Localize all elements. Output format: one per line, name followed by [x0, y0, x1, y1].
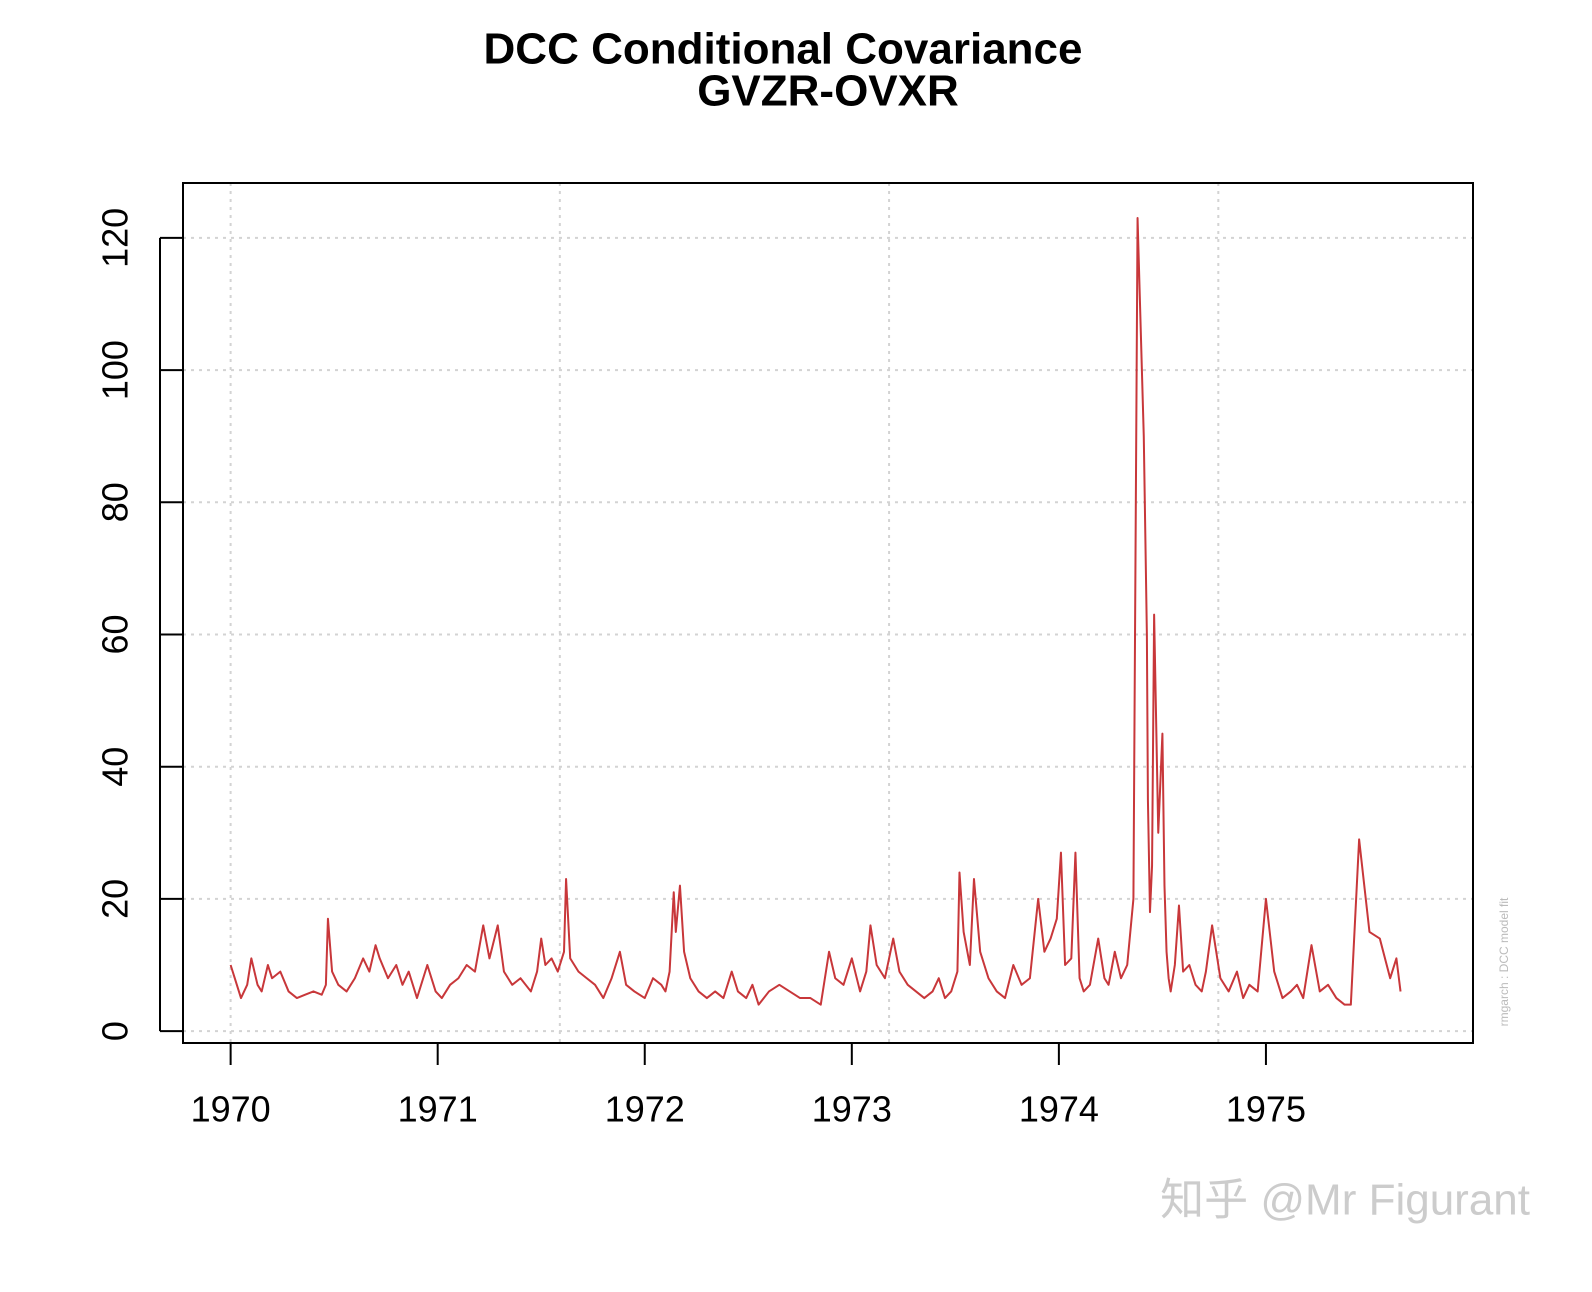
x-tick-label: 1975	[1226, 1089, 1306, 1130]
y-tick-label: 0	[95, 1021, 136, 1041]
series-line	[229, 217, 1402, 1006]
x-tick-label: 1972	[605, 1089, 685, 1130]
y-tick-label: 60	[95, 614, 136, 654]
chart-subtitle: GVZR-OVXR	[697, 67, 959, 116]
y-tick-label: 40	[95, 747, 136, 787]
x-tick-label: 1971	[398, 1089, 478, 1130]
x-tick-label: 1970	[191, 1089, 271, 1130]
y-tick-label: 100	[95, 340, 136, 400]
y-tick-label: 20	[95, 879, 136, 919]
chart-title: DCC Conditional Covariance	[484, 25, 1083, 74]
y-tick-label: 80	[95, 482, 136, 522]
plot-frame	[182, 182, 1474, 1044]
x-tick-label: 1974	[1019, 1089, 1099, 1130]
watermark: 知乎 @Mr Figurant	[1160, 1176, 1530, 1225]
side-note: rmgarch : DCC model fit	[1497, 897, 1511, 1026]
y-tick-label: 120	[95, 208, 136, 268]
x-tick-label: 1973	[812, 1089, 892, 1130]
